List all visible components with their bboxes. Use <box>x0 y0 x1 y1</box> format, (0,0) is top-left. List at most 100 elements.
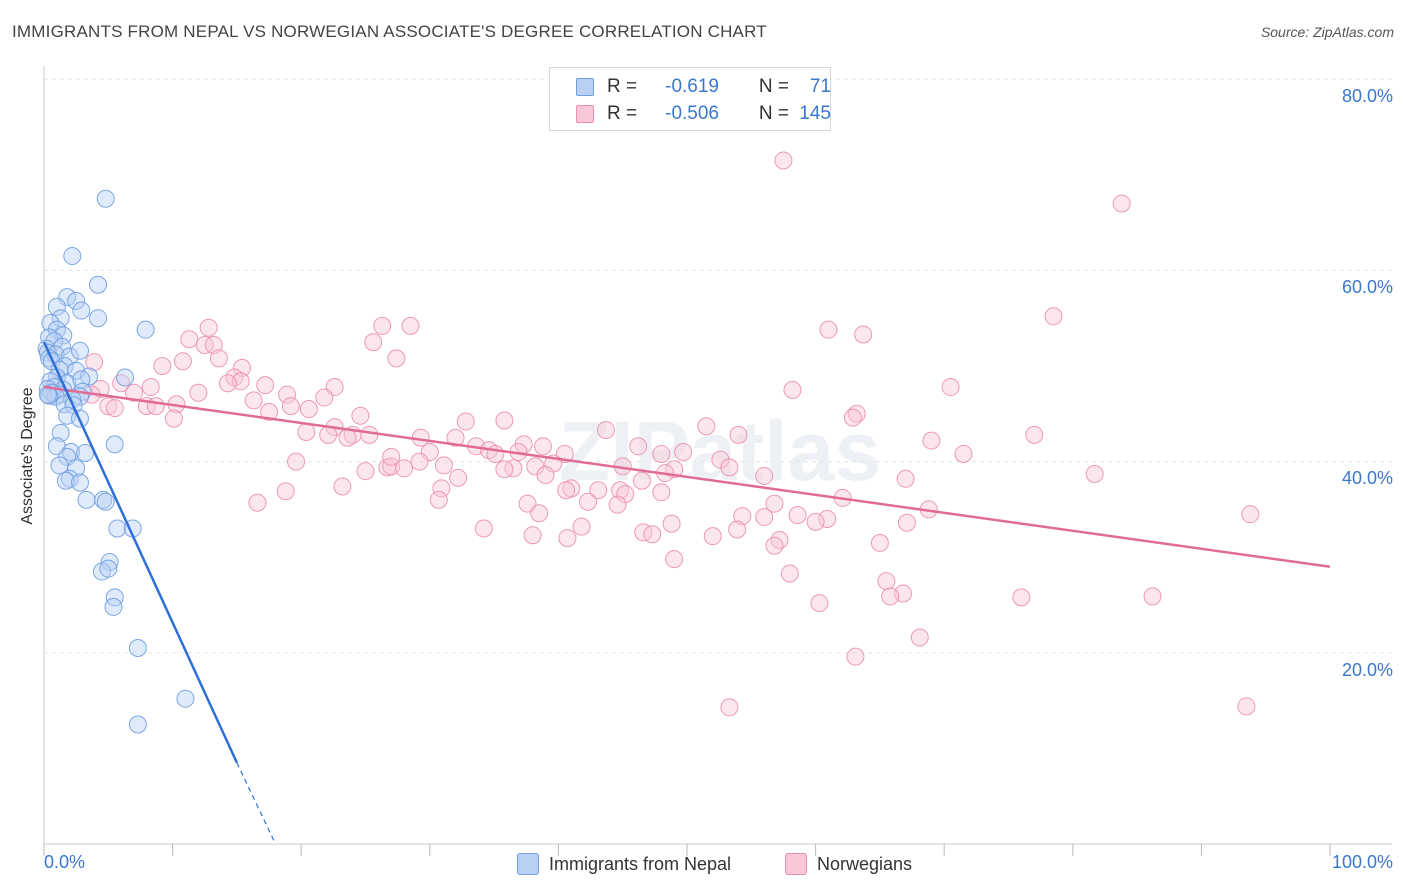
x-tick-min: 0.0% <box>44 852 86 872</box>
data-point <box>854 325 873 344</box>
data-point <box>755 466 774 485</box>
data-point <box>128 715 147 734</box>
data-point <box>128 639 147 658</box>
data-point <box>199 318 218 337</box>
data-point <box>703 527 722 546</box>
data-point <box>256 376 275 395</box>
data-point <box>495 411 514 430</box>
data-point <box>432 479 451 498</box>
data-point <box>360 425 379 444</box>
gridlines <box>44 78 1392 654</box>
x-tick-max: 100.0% <box>1331 852 1393 872</box>
y-tick-20: 20.0% <box>1341 660 1393 680</box>
data-point <box>896 469 915 488</box>
data-point <box>733 507 752 526</box>
data-point <box>382 447 401 466</box>
data-point <box>810 594 829 613</box>
data-point <box>99 559 118 578</box>
norwegians-trend-line <box>43 385 1331 568</box>
data-point <box>71 473 90 492</box>
data-point <box>629 437 648 456</box>
r-value: -0.619 <box>665 76 719 97</box>
data-point <box>608 495 627 514</box>
data-point <box>94 490 113 509</box>
data-point <box>1237 697 1256 716</box>
data-point <box>662 514 681 533</box>
data-point <box>47 297 66 316</box>
data-point <box>189 383 208 402</box>
data-point <box>105 435 124 454</box>
data-point <box>218 374 237 393</box>
data-point <box>333 477 352 496</box>
data-point <box>632 471 651 490</box>
data-point <box>125 383 144 402</box>
data-point <box>141 378 160 397</box>
data-point <box>819 320 838 339</box>
data-point <box>596 421 615 440</box>
data-point <box>495 460 514 479</box>
data-point <box>843 408 862 427</box>
data-point <box>652 483 671 502</box>
data-point <box>51 309 70 328</box>
data-point <box>89 309 108 328</box>
data-point <box>728 520 747 539</box>
norwegians-swatch <box>576 105 594 123</box>
data-point <box>474 519 493 538</box>
data-point <box>195 335 214 354</box>
data-point <box>877 572 896 591</box>
data-point <box>818 509 837 528</box>
data-point <box>63 247 82 266</box>
data-point <box>523 526 542 545</box>
data-point <box>446 428 465 447</box>
data-point <box>99 397 118 416</box>
data-point <box>136 320 155 339</box>
data-point <box>665 550 684 569</box>
data-point <box>176 689 195 708</box>
data-point <box>765 536 784 555</box>
data-point <box>634 523 653 542</box>
nepal-trend-extension <box>236 762 277 845</box>
data-point <box>315 388 334 407</box>
data-point <box>410 452 429 471</box>
data-point <box>765 494 784 513</box>
data-point <box>780 564 799 583</box>
data-point <box>870 533 889 552</box>
data-point <box>783 380 802 399</box>
data-point <box>387 349 406 368</box>
data-point <box>299 400 318 419</box>
data-point <box>755 508 774 527</box>
y-tick-60: 60.0% <box>1341 277 1393 297</box>
data-point <box>449 468 468 487</box>
data-point <box>729 425 748 444</box>
data-point <box>287 452 306 471</box>
data-point <box>643 525 662 544</box>
legend-item-norwegians: Norwegians <box>785 851 912 877</box>
data-point <box>806 512 825 531</box>
data-point <box>89 275 108 294</box>
data-point <box>72 301 91 320</box>
r-label: R = <box>607 103 638 124</box>
data-point <box>297 422 316 441</box>
data-point <box>486 444 505 463</box>
n-value: 71 <box>809 76 831 97</box>
chart-title: IMMIGRANTS FROM NEPAL VS NORWEGIAN ASSOC… <box>12 22 767 41</box>
legend-row-norwegians: R = -0.506 N = 145 <box>550 101 831 127</box>
data-point <box>910 628 929 647</box>
data-point <box>456 412 475 431</box>
data-point <box>248 493 267 512</box>
y-tick-80: 80.0% <box>1341 86 1393 106</box>
data-point <box>105 588 124 607</box>
data-point <box>572 517 591 536</box>
data-point <box>41 313 60 332</box>
correlation-legend: R = -0.619 N = 71 R = -0.506 N = 145 <box>549 67 831 131</box>
data-point <box>1241 505 1260 524</box>
data-point <box>616 485 635 504</box>
data-point <box>51 423 70 442</box>
r-value: -0.506 <box>665 103 719 124</box>
data-point <box>319 425 338 444</box>
data-point <box>922 431 941 450</box>
data-point <box>881 587 900 606</box>
data-point <box>533 437 552 456</box>
data-point <box>38 385 57 404</box>
data-point <box>373 316 392 335</box>
